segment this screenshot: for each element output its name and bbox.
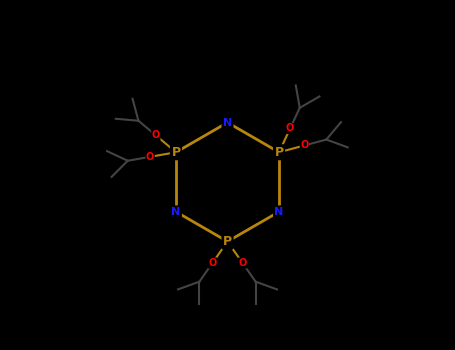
Text: N: N [172,207,181,217]
Text: O: O [208,258,217,268]
Text: N: N [274,207,283,217]
Text: O: O [152,131,160,140]
Text: P: P [172,146,181,159]
Text: O: O [238,258,247,268]
Text: O: O [300,140,308,150]
Text: N: N [223,118,232,127]
Text: O: O [146,152,154,162]
Text: P: P [274,146,283,159]
Text: P: P [223,235,232,248]
Text: O: O [286,124,294,133]
